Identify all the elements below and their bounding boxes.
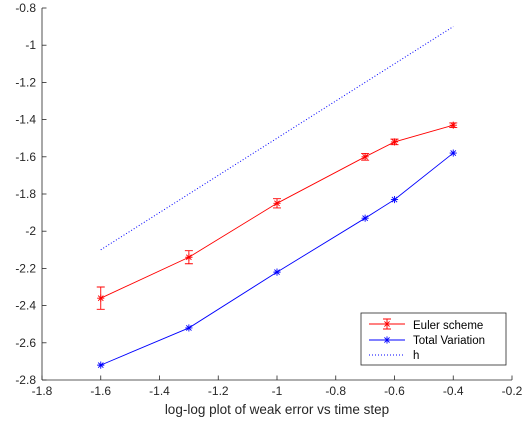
- y-tick-label: -1: [25, 38, 36, 52]
- data-point-total-variation: [185, 324, 193, 332]
- y-tick-label: -2.2: [15, 261, 36, 275]
- data-point-euler-scheme: [390, 138, 399, 146]
- data-point-euler-scheme: [185, 253, 193, 261]
- axes-layer: -1.8 -1.6 -1.4 -1.2 -1 -0.8 -0.6 -0.4 -0.2 -2.8 -2…: [15, 1, 522, 398]
- x-tick-label: -1.8: [32, 384, 53, 398]
- data-point-total-variation: [361, 214, 369, 222]
- data-point-euler-scheme: [361, 153, 369, 161]
- data-point-total-variation: [273, 268, 281, 276]
- x-axis-label: log-log plot of weak error vs time step: [165, 402, 389, 417]
- data-point-euler-scheme: [97, 294, 105, 302]
- data-point-total-variation: [449, 149, 457, 157]
- y-tick-label: -1.6: [15, 150, 36, 164]
- series-h: [100, 26, 454, 251]
- series-line-euler-scheme: [100, 124, 454, 299]
- x-tick-label: -0.4: [443, 384, 464, 398]
- x-tick-label: -1: [272, 384, 283, 398]
- legend-label-euler: Euler scheme: [413, 320, 483, 332]
- x-tick-label: -0.2: [502, 384, 523, 398]
- series-euler-scheme: [96, 121, 458, 310]
- y-tick-label: -1.2: [15, 75, 36, 89]
- series-layer: [96, 26, 458, 369]
- x-tick-label: -0.6: [384, 384, 405, 398]
- x-tick-label: -1.2: [208, 384, 229, 398]
- y-tick-label: -2: [25, 224, 36, 238]
- legend-label-total-variation: Total Variation: [413, 335, 485, 347]
- y-tick-label: -1.8: [15, 187, 36, 201]
- data-point-euler-scheme: [449, 121, 457, 129]
- y-tick-label: -2.6: [15, 336, 36, 350]
- legend-swatch-marker-total-variation: [383, 336, 391, 344]
- legend-swatch-marker-euler-scheme: [383, 320, 391, 328]
- legend-label-h: h: [413, 350, 419, 362]
- y-tick-label: -1.4: [15, 113, 36, 127]
- series-line-total-variation: [100, 152, 454, 366]
- x-tick-label: -0.8: [325, 384, 346, 398]
- y-tick-label: -0.8: [15, 1, 36, 15]
- data-point-total-variation: [97, 361, 105, 369]
- legend-swatches: [369, 318, 405, 356]
- series-total-variation: [97, 149, 457, 369]
- y-tick-label: -2.4: [15, 299, 36, 313]
- x-tick-label: -1.4: [149, 384, 170, 398]
- x-tick-label: -1.6: [90, 384, 111, 398]
- data-point-total-variation: [390, 195, 399, 204]
- data-point-euler-scheme: [273, 199, 281, 207]
- legend: Euler scheme Total Variation h: [360, 312, 507, 366]
- series-line-h: [100, 26, 454, 251]
- y-tick-label: -2.8: [15, 373, 36, 387]
